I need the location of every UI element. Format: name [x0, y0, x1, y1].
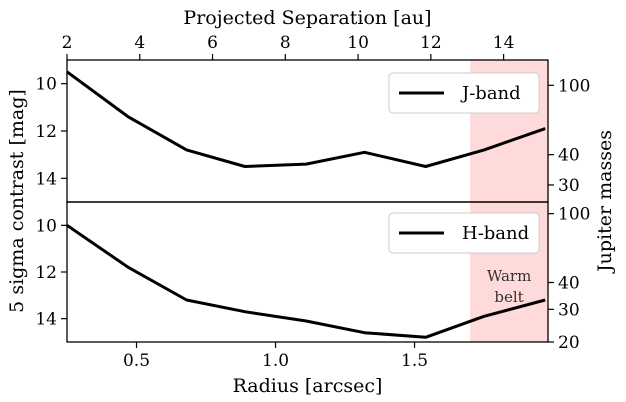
j-band-line: [66, 70, 546, 168]
y-tick-label: 12: [35, 122, 57, 142]
y-axis-title: 5 sigma contrast [mag]: [6, 89, 28, 313]
x-tick-label: 1.0: [262, 351, 289, 371]
right-tick-label: 40: [558, 274, 580, 294]
x-axis-title: Radius [arcsec]: [233, 375, 383, 397]
legend-top-label: J-band: [460, 83, 521, 104]
right-tick-label: 40: [558, 146, 580, 166]
warm-belt-label-line2: belt: [494, 288, 523, 306]
h-band-line: [66, 224, 546, 339]
x-tick-label: 0.5: [123, 351, 150, 371]
top-tick-label: 2: [62, 33, 73, 53]
y-tick-label: 14: [35, 310, 57, 330]
x-tick-label: 1.5: [401, 351, 428, 371]
top-axis-title: Projected Separation [au]: [183, 7, 431, 29]
top-tick-label: 12: [420, 33, 442, 53]
top-tick-label: 6: [207, 33, 218, 53]
top-tick-label: 8: [280, 33, 291, 53]
legend-bottom: H-band: [388, 212, 540, 254]
y-tick-label: 12: [35, 263, 57, 283]
right-tick-label: 100: [558, 76, 590, 96]
right-tick-label: 30: [558, 176, 580, 196]
right-tick-label: 20: [558, 333, 580, 353]
y-tick-label: 10: [35, 75, 57, 95]
data-lines: [66, 70, 546, 339]
legend-top: J-band: [388, 72, 540, 114]
right-axis-title: Jupiter masses: [594, 130, 616, 274]
top-tick-label: 4: [134, 33, 145, 53]
y-tick-label: 10: [35, 216, 57, 236]
right-tick-label: 100: [558, 205, 590, 225]
warm-belt-label-line1: Warm: [487, 267, 531, 285]
legend-top-box: [388, 72, 540, 114]
top-tick-label: 10: [347, 33, 369, 53]
legend-bottom-box: [388, 212, 540, 254]
axis-ticks: 0.5 1.0 1.5 2 4 6 8 10 12 14 10 12 14 100 40 30 10 12 14 10…: [35, 33, 590, 371]
y-tick-label: 14: [35, 169, 57, 189]
legend-bottom-label: H-band: [462, 223, 529, 244]
right-tick-label: 30: [558, 300, 580, 320]
top-tick-label: 14: [493, 33, 515, 53]
